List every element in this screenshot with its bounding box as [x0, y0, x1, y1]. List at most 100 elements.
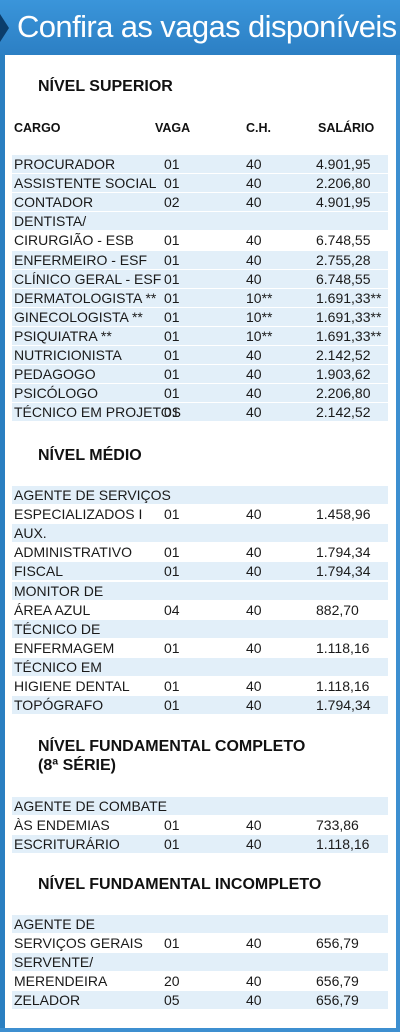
cell-vaga: 04 [164, 601, 180, 618]
cell-ch: 40 [246, 366, 262, 383]
cell-cargo: DENTISTA/ [14, 213, 87, 230]
cell-vaga: 01 [164, 232, 180, 249]
cell-vaga: 01 [164, 697, 180, 714]
cell-ch: 40 [246, 251, 262, 268]
cell-cargo: PROCURADOR [14, 156, 116, 172]
arrow-icon [0, 14, 9, 42]
cell-salario: 4.901,95 [316, 194, 371, 211]
cell-ch: 40 [246, 639, 262, 656]
cell-salario: 656,79 [316, 935, 359, 952]
cell-ch: 40 [246, 697, 262, 714]
cell-ch: 40 [246, 817, 262, 834]
cell-cargo: FISCAL [14, 563, 64, 580]
cell-vaga: 01 [164, 677, 180, 694]
cell-salario: 1.794,34 [316, 563, 371, 580]
cell-cargo: NUTRICIONISTA [14, 347, 122, 363]
table-row-line: PROCURADOR 01 40 4.901,95 [12, 155, 388, 173]
cell-vaga: 01 [164, 544, 180, 561]
cell-vaga: 01 [164, 289, 180, 306]
cell-cargo: ESCRITURÁRIO [14, 836, 120, 853]
table-row-line: MONITOR DE [12, 581, 388, 600]
cell-cargo: ÁREA AZUL [14, 601, 91, 618]
table-row-line: ADMINISTRATIVO 01 40 1.794,34 [12, 543, 388, 561]
cell-cargo: AUX. [14, 525, 47, 542]
cell-vaga: 01 [164, 563, 180, 580]
table-row-line: DERMATOLOGISTA ** 01 10** 1.691,33** [12, 288, 388, 307]
cell-ch: 40 [246, 194, 262, 211]
cell-vaga: 01 [164, 347, 180, 363]
cell-salario: 2.206,80 [316, 385, 371, 402]
cell-salario: 1.691,33** [316, 308, 382, 325]
cell-vaga: 01 [164, 385, 180, 402]
cell-ch: 10** [246, 308, 273, 325]
frame-right-border [396, 55, 400, 1032]
cell-cargo: SERVENTE/ [14, 954, 94, 971]
column-header-cargo: CARGO [14, 121, 61, 135]
cell-ch: 40 [246, 601, 262, 618]
cell-cargo: GINECOLOGISTA ** [14, 308, 143, 325]
cell-cargo: SERVIÇOS GERAIS [14, 935, 143, 952]
cell-ch: 10** [246, 289, 273, 306]
cell-vaga: 01 [164, 327, 180, 344]
cell-salario: 2.206,80 [316, 175, 371, 192]
cell-cargo: ESPECIALIZADOS I [14, 506, 143, 523]
cell-cargo: ÀS ENDEMIAS [14, 817, 110, 834]
cell-cargo: ENFERMEIRO - ESF [14, 251, 148, 268]
table-row-line: HIGIENE DENTAL 01 40 1.118,16 [12, 677, 388, 695]
table-row-line: GINECOLOGISTA ** 01 10** 1.691,33** [12, 307, 388, 326]
cell-vaga: 05 [164, 992, 180, 1009]
cell-salario: 6.748,55 [316, 232, 371, 249]
page-title: Confira as vagas disponíveis [17, 9, 397, 44]
cell-salario: 1.118,16 [316, 677, 370, 694]
cell-salario: 2.755,28 [316, 251, 371, 268]
cell-cargo: ASSISTENTE SOCIAL [14, 175, 157, 192]
cell-salario: 2.142,52 [316, 347, 371, 363]
section-title: NÍVEL MÉDIO [38, 447, 142, 464]
cell-salario: 656,79 [316, 973, 359, 990]
frame-left-border [0, 55, 5, 1032]
cell-cargo: HIGIENE DENTAL [14, 677, 130, 694]
cell-cargo: PSIQUIATRA ** [14, 327, 112, 344]
cell-ch: 40 [246, 270, 262, 287]
table-row-line: ENFERMAGEM 01 40 1.118,16 [12, 639, 388, 657]
table-row-line: SERVENTE/ [12, 953, 388, 972]
cell-salario: 1.691,33** [316, 327, 382, 344]
cell-salario: 1.458,96 [316, 506, 371, 523]
cell-cargo: AGENTE DE COMBATE [14, 798, 167, 814]
section-title: (8ª SÉRIE) [38, 757, 116, 774]
cell-salario: 733,86 [316, 817, 359, 834]
table-row-line: NUTRICIONISTA 01 40 2.142,52 [12, 346, 388, 364]
cell-cargo: DERMATOLOGISTA ** [14, 289, 157, 306]
cell-vaga: 01 [164, 935, 180, 952]
cell-cargo: ZELADOR [14, 992, 81, 1009]
cell-cargo: ENFERMAGEM [14, 639, 115, 656]
cell-cargo: PEDAGOGO [14, 366, 96, 383]
table-row-line: PSICÓLOGO 01 40 2.206,80 [12, 384, 388, 403]
table-row-line: TÉCNICO DE [12, 619, 388, 638]
cell-vaga: 01 [164, 817, 180, 834]
cell-vaga: 01 [164, 251, 180, 268]
cell-vaga: 01 [164, 404, 180, 421]
cell-salario: 1.691,33** [316, 289, 382, 306]
cell-vaga: 01 [164, 366, 180, 383]
cell-vaga: 02 [164, 194, 180, 211]
table-row-line: ESPECIALIZADOS I 01 40 1.458,96 [12, 505, 388, 523]
cell-ch: 40 [246, 992, 262, 1009]
cell-salario: 1.118,16 [316, 836, 370, 853]
cell-salario: 1.794,34 [316, 697, 371, 714]
table-row-line: TOPÓGRAFO 01 40 1.794,34 [12, 696, 388, 715]
column-header-ch: C.H. [246, 121, 271, 135]
section-title: NÍVEL SUPERIOR [38, 78, 173, 95]
header-banner: Confira as vagas disponíveis [0, 0, 400, 55]
cell-cargo: CONTADOR [14, 194, 94, 211]
cell-ch: 40 [246, 563, 262, 580]
cell-vaga: 01 [164, 175, 180, 192]
cell-cargo: AGENTE DE SERVIÇOS [14, 487, 171, 503]
column-header-vaga: VAGA [155, 121, 191, 135]
cell-ch: 40 [246, 404, 262, 421]
section-title: NÍVEL FUNDAMENTAL COMPLETO [38, 738, 306, 755]
cell-cargo: PSICÓLOGO [14, 385, 99, 402]
cell-ch: 40 [246, 836, 262, 853]
cell-cargo: AGENTE DE [14, 916, 95, 932]
table-row-line: CIRURGIÃO - ESB 01 40 6.748,55 [12, 231, 388, 249]
